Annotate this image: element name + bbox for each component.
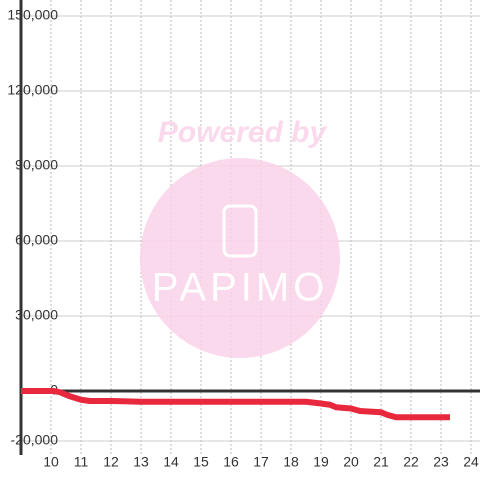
- x-tick-label: 14: [163, 454, 179, 470]
- watermark: Powered by PAPIMO: [140, 116, 340, 358]
- x-tick-label: 15: [193, 454, 209, 470]
- y-tick-label: 60,000: [15, 232, 58, 248]
- watermark-circle: [140, 158, 340, 358]
- y-tick-label: 150,000: [7, 7, 58, 23]
- x-tick-label: 10: [43, 454, 59, 470]
- y-tick-label: 90,000: [15, 157, 58, 173]
- watermark-brand: PAPIMO: [152, 266, 329, 310]
- phone-icon: [222, 204, 258, 258]
- x-tick-label: 17: [253, 454, 269, 470]
- x-tick-label: 11: [74, 454, 89, 470]
- x-tick-label: 12: [103, 454, 119, 470]
- x-tick-label: 23: [433, 454, 449, 470]
- y-tick-label: 120,000: [7, 82, 58, 98]
- x-tick-label: 20: [343, 454, 359, 470]
- x-tick-label: 19: [313, 454, 329, 470]
- series-line: [21, 388, 450, 421]
- x-tick-label: 18: [283, 454, 299, 470]
- watermark-title: Powered by: [158, 116, 328, 149]
- x-tick-label: 21: [373, 454, 389, 470]
- x-tick-label: 16: [223, 454, 239, 470]
- x-tick-label: 22: [403, 454, 419, 470]
- y-tick-label: 30,000: [15, 307, 58, 323]
- y-tick-label: -20,000: [11, 432, 59, 448]
- x-tick-label: 13: [133, 454, 149, 470]
- x-tick-label: 24: [463, 454, 479, 470]
